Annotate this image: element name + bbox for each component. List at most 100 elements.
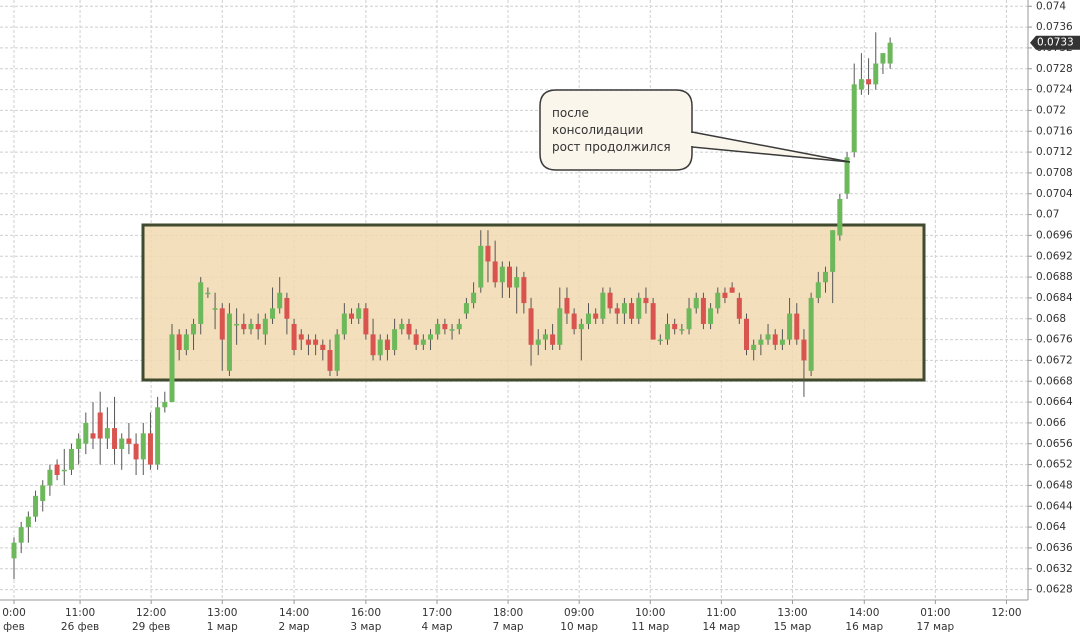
candle-body [363,308,369,335]
candle-body [18,527,24,543]
candle-body [679,329,685,331]
candle-body [341,313,347,335]
candle-body [226,313,232,371]
candle-body [119,438,125,449]
candle-body [54,464,60,475]
candle-body [11,542,17,559]
candle-body [68,448,74,470]
x-tick-date: 15 мар [774,621,812,633]
candle-body [25,516,31,528]
annotation-line: рост продолжился [552,140,671,154]
candle-body [320,344,326,350]
y-tick-label: 0.0708 [1036,167,1073,179]
candle-body [277,292,283,309]
candle-body [270,308,276,319]
candle-body [191,323,197,335]
candle-body [858,79,864,90]
candles [11,32,893,580]
y-tick-label: 0.0696 [1036,229,1073,241]
callout-pointer [691,131,851,163]
x-tick-label: 16:00 [351,607,381,619]
callout-bubble [539,89,693,171]
candle-body [33,495,39,517]
candle-body [456,323,462,330]
candle-body [830,230,836,272]
x-tick-label: 17:00 [422,607,452,619]
candle-body [499,266,505,283]
x-tick-date: 16 мар [845,621,883,633]
candle-body [90,433,96,439]
candle-body [442,323,448,330]
y-tick-label: 0.068 [1036,313,1066,325]
candle-body [133,443,139,460]
candle-body [485,245,491,262]
x-tick-date: 4 мар [421,621,452,633]
candle-body [887,42,893,64]
candle-body [248,323,254,330]
y-tick-label: 0.0636 [1036,542,1073,554]
x-tick-date: 1 мар [207,621,238,633]
x-tick-date: 2 мар [279,621,310,633]
candle-body [126,438,132,444]
candle-body [808,297,814,371]
candle-body [241,323,247,330]
candle-body [198,282,204,324]
candle-body [851,84,857,153]
candle-body [621,303,627,314]
candle-body [370,334,376,356]
annotation-line: консолидации [552,123,643,137]
x-tick-label: 10:00 [635,607,665,619]
candle-body [787,313,793,340]
candle-body [743,318,749,350]
candle-body [61,469,67,472]
y-tick-label: 0.0688 [1036,271,1073,283]
candle-body [578,323,584,330]
candle-body [327,350,333,371]
candle-body [212,308,218,310]
candle-body [722,292,728,298]
candle-body [104,428,110,439]
candle-body [593,313,599,319]
y-tick-label: 0.07 [1036,209,1059,221]
y-tick-label: 0.0664 [1036,396,1073,408]
x-tick-date: 7 мар [493,621,524,633]
candle-body [284,297,290,319]
candle-body [399,323,405,330]
y-tick-label: 0.0648 [1036,479,1073,491]
candle-body [779,339,785,345]
candle-body [234,323,240,326]
candle-body [76,438,82,449]
candle-body [535,339,541,345]
candle-body [815,282,821,298]
candle-body [600,292,606,319]
candle-body [643,297,649,304]
candle-body [356,308,362,319]
candle-body [801,339,807,361]
y-tick-label: 0.0668 [1036,375,1073,387]
y-tick-label: 0.0684 [1036,292,1073,304]
candle-body [715,292,721,309]
candle-body [40,485,46,502]
x-tick-label: 14:00 [279,607,309,619]
x-tick-label: 13:00 [777,607,807,619]
candle-body [736,297,742,319]
candle-body [564,297,570,314]
candle-body [866,79,872,85]
candle-body [636,297,642,319]
x-tick-date: 14 мар [702,621,740,633]
candle-body [449,329,455,331]
callout-joint [688,133,694,146]
candle-body [794,313,800,340]
candle-body [428,334,434,340]
last-price-tag [1030,35,1080,50]
candle-body [334,334,340,371]
x-tick-label: 18:00 [493,607,523,619]
y-tick-label: 0.0724 [1036,84,1073,96]
candle-body [420,339,426,345]
candle-body [729,287,735,293]
x-tick-date: 17 мар [916,621,954,633]
y-tick-label: 0.0728 [1036,63,1073,75]
candle-body [822,271,828,283]
x-tick-label: 11:00 [706,607,736,619]
